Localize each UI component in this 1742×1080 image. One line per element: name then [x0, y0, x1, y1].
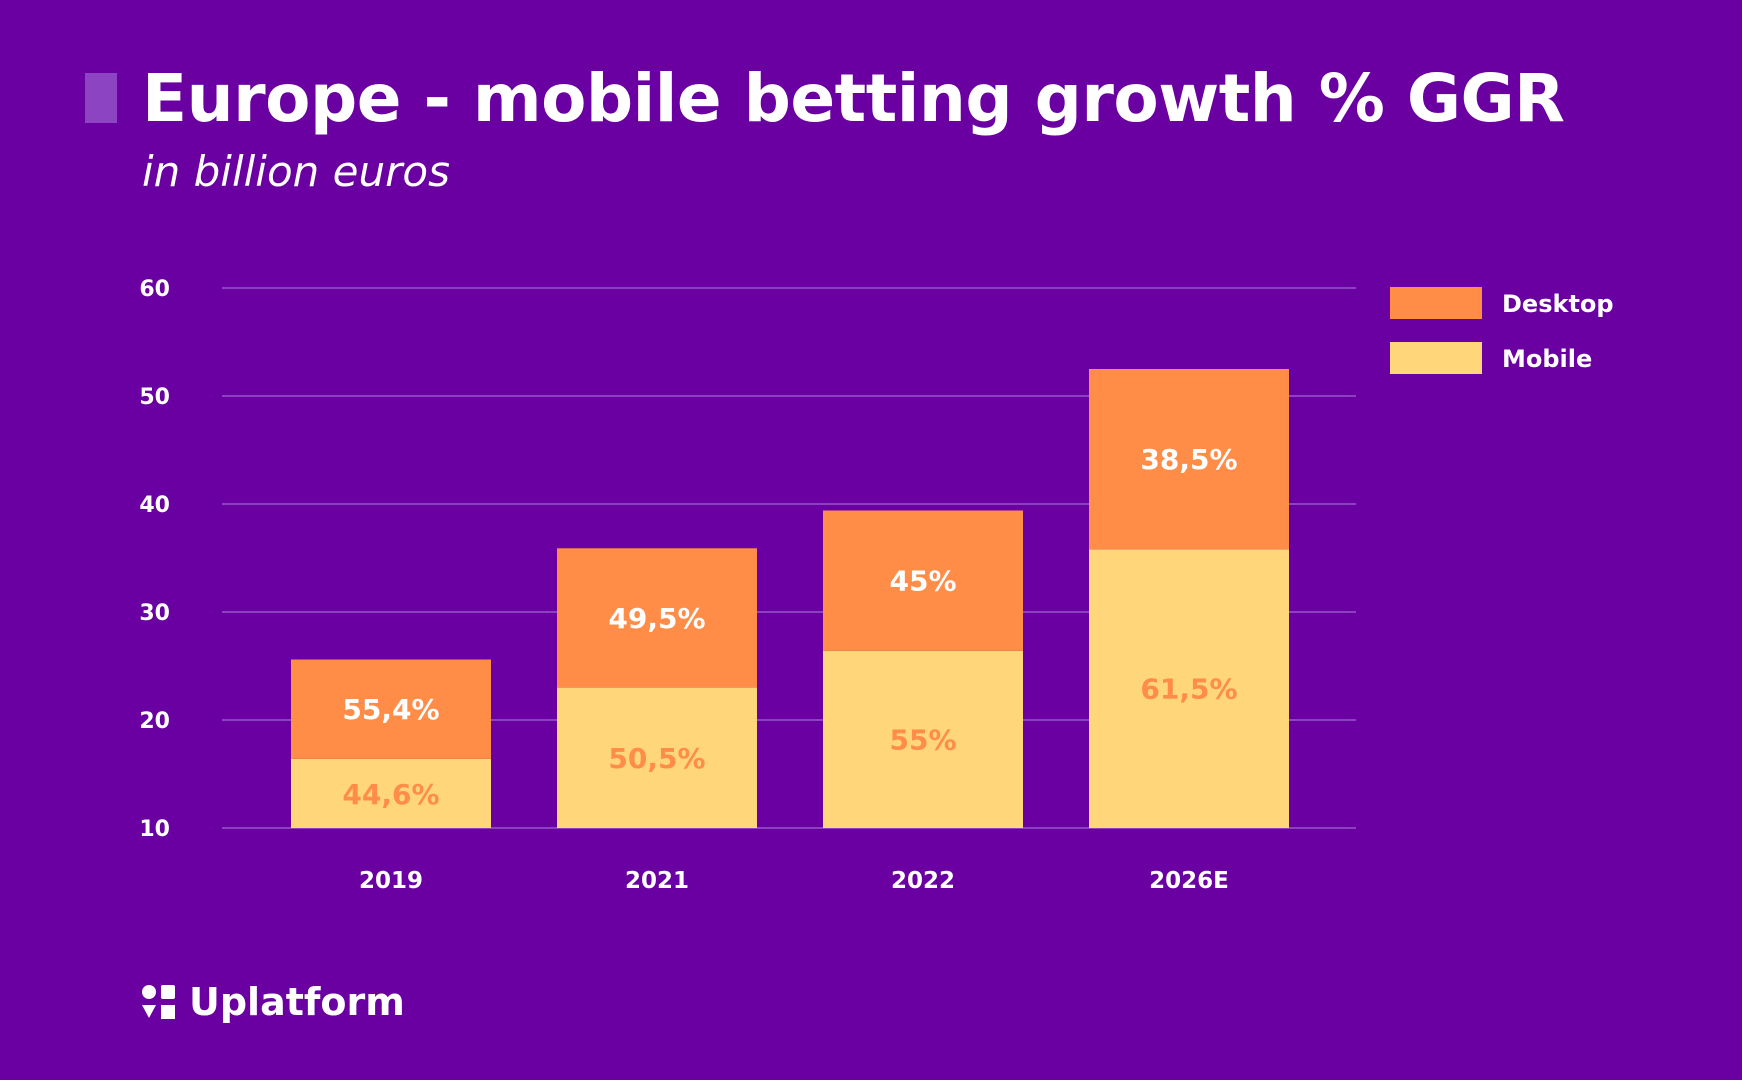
brand-logo: Uplatform [141, 980, 405, 1024]
bar-mobile [823, 650, 1023, 828]
bar-mobile [557, 687, 757, 828]
y-tick-label: 60 [139, 277, 170, 302]
data-label-desktop: 38,5% [1140, 443, 1237, 476]
data-label-mobile: 61,5% [1140, 673, 1237, 706]
x-tick-label: 2019 [359, 868, 423, 894]
data-label-desktop: 45% [889, 565, 956, 598]
x-tick-label: 2021 [625, 868, 689, 894]
title-accent-bar [85, 73, 117, 123]
bar-desktop [823, 510, 1023, 651]
uplatform-logo-icon [142, 985, 175, 1019]
legend-mobile-label: Mobile [1502, 345, 1592, 373]
bar-desktop [291, 659, 491, 759]
chart-title: Europe - mobile betting growth % GGR [142, 60, 1565, 137]
brand-name: Uplatform [189, 980, 405, 1024]
x-tick-label: 2022 [891, 868, 955, 894]
data-label-desktop: 49,5% [608, 602, 705, 635]
y-tick-label: 20 [139, 709, 170, 734]
y-tick-label: 50 [139, 385, 170, 410]
bar-mobile [291, 758, 491, 828]
data-label-desktop: 55,4% [342, 693, 439, 726]
x-tick-label: 2026E [1149, 868, 1229, 894]
y-tick-label: 30 [139, 601, 170, 626]
legend-desktop-swatch [1390, 287, 1482, 319]
bar-mobile [1089, 549, 1289, 828]
bar-desktop [1089, 369, 1289, 550]
y-tick-label: 10 [139, 817, 170, 842]
data-label-mobile: 50,5% [608, 742, 705, 775]
data-label-mobile: 55% [889, 723, 956, 756]
chart-subtitle: in billion euros [142, 147, 450, 196]
data-label-mobile: 44,6% [342, 778, 439, 811]
legend-desktop-label: Desktop [1502, 290, 1614, 318]
legend-mobile-swatch [1390, 342, 1482, 374]
bar-desktop [557, 548, 757, 688]
y-tick-label: 40 [139, 493, 170, 518]
